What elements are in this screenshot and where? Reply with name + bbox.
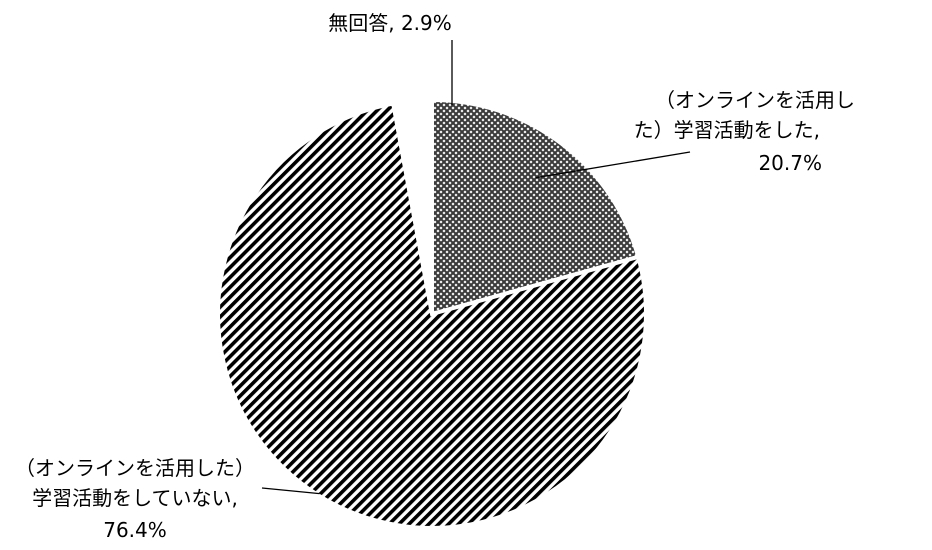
label-did-not-online-learning-line-1: （オンラインを活用した）: [15, 456, 255, 480]
label-did-not-online-learning-line-3: 76.4%: [103, 518, 167, 542]
label-did-online-learning-line-3: 20.7%: [758, 151, 822, 175]
pie-slice-did-not-online-learning: [216, 101, 648, 530]
label-did-online-learning-line-2: た）学習活動をした,: [634, 118, 820, 142]
label-did-online-learning-line-1: （オンラインを活用し: [655, 88, 855, 112]
leader-line: [261, 487, 320, 495]
pie-slice-no-answer: [390, 97, 434, 315]
pie-slice-did-online-learning: [430, 97, 641, 317]
leader-line: [535, 151, 691, 179]
label-did-not-online-learning-line-2: 学習活動をしていない,: [32, 486, 238, 510]
label-no-answer-line-1: 無回答, 2.9%: [328, 11, 452, 35]
